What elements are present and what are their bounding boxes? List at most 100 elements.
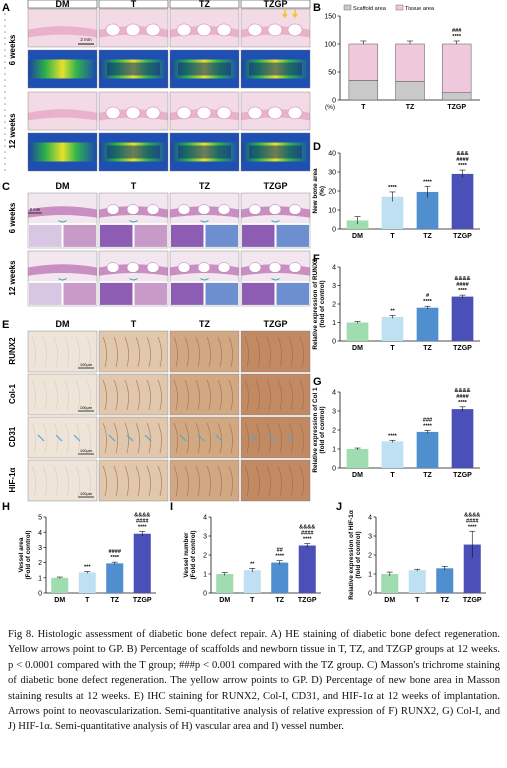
y-tick-label: 50 [328,70,336,77]
group-header-E: TZGP [264,319,288,329]
y-tick-label: 2 [203,553,207,560]
vessel-arrow [108,434,116,442]
ihc-fiber [277,465,282,497]
scaffold-pore [197,262,211,273]
timepoint-label: 12 weeks [8,260,17,296]
heatmap-core [107,145,160,159]
x-tick-label: TZGP [298,597,317,604]
y-tick-label: 4 [368,515,372,522]
ihc-fiber [244,379,249,411]
y-tick-label: 30 [328,170,336,177]
masson-inset [29,282,62,305]
tile-border [240,416,311,459]
ihc-tile [241,374,310,415]
scaffold-pore [106,262,120,273]
significance-label: &&&& [454,276,470,282]
chart-I: 0 1 2 3 4 Vessel number(Fold of control) DM T **… [183,515,321,604]
x-tick-label: DM [352,345,363,352]
vessel-arrow [37,434,45,442]
tile-border [27,91,98,131]
chart-J: 0 1 2 3 4 Relative expression of HIF-1α(fold … [348,510,486,604]
dot-rule [4,103,6,105]
ihc-fiber [195,336,200,368]
chart-H: 0 1 2 3 4 5 Vessel area(Fold of control) DM T ***… [18,512,156,604]
heatmap-core [178,62,231,76]
ihc-fiber [206,422,211,454]
significance-label: #### [109,549,122,555]
masson-inset [134,224,167,247]
ihc-fiber [135,422,140,454]
group-header-C: TZGP [264,181,288,191]
bar [216,574,234,593]
tile-border [240,250,311,307]
panel-letter: H [2,501,10,513]
ihc-tile [99,460,168,501]
masson-inset [100,224,133,247]
he-tissue [28,26,97,38]
ihc-fiber [75,422,80,454]
stain-label: HIF-1α [8,467,17,492]
tile-border [27,132,98,172]
bar [243,570,261,593]
tile-border [240,91,311,131]
vessel-arrow [144,434,152,442]
masson-inset [242,282,275,305]
tile-border [98,330,169,373]
vessel-arrow [179,434,187,442]
scaffold-pore [196,23,212,37]
ihc-fiber [299,379,304,411]
group-header-E: TZ [199,319,210,329]
group-header-A: TZ [199,0,210,9]
ihc-fiber [64,422,69,454]
bar [271,562,289,593]
masson-inset [171,282,204,305]
ihc-fiber [173,379,178,411]
dot-rule [4,85,6,87]
ihc-fiber [31,422,36,454]
significance-label: **** [138,524,148,530]
ihc-fiber [124,336,129,368]
bar [416,191,439,229]
x-tick-label: TZGP [447,104,466,111]
tile-border [27,250,98,307]
scaffold-pore [105,106,121,120]
masson-inset [134,282,167,305]
ihc-tile [241,331,310,372]
significance-label: &&&& [299,525,315,531]
panel-letter: B [313,2,321,14]
significance-label: ** [250,561,255,567]
y-axis-label: Relative expression of RUNX2(fold of con… [312,258,326,350]
x-tick-label: TZ [275,597,284,604]
panel-letter: I [170,501,173,513]
ihc-fiber [53,379,58,411]
ihc-fiber [86,336,91,368]
ihc-fiber [102,379,107,411]
dot-rule [4,25,6,27]
ihc-fiber [157,422,162,454]
ihc-fiber [157,465,162,497]
significance-label: **** [423,179,433,185]
ihc-fiber [135,465,140,497]
scaffold-pore [105,23,121,37]
dot-rule [4,49,6,51]
ihc-fiber [299,465,304,497]
scaffold-pore [267,23,283,37]
scaffold-pore [288,262,302,273]
tile-border [169,132,240,172]
scaffold-pore [217,262,231,273]
ihc-fiber [266,336,271,368]
bar [298,545,316,593]
dot-rule [4,97,6,99]
ihc-fiber [195,465,200,497]
figure: DM T TZ TZGP 2 mm 6 weeks 12 weeks DM T TZ TZGP 2 m… [2,0,486,604]
ihc-fiber [266,465,271,497]
tile-border [98,192,169,249]
y-tick-label: 0 [368,591,372,598]
tile-border [169,416,240,459]
chart-B: 0 50 100 150 T TZ TZGP ****### (%) Scaffold area T… [324,4,480,111]
ihc-fiber [288,465,293,497]
tile-border [27,373,98,416]
scaffold-pore [125,23,141,37]
masson-inset [205,282,238,305]
y-tick-label: 20 [328,189,336,196]
